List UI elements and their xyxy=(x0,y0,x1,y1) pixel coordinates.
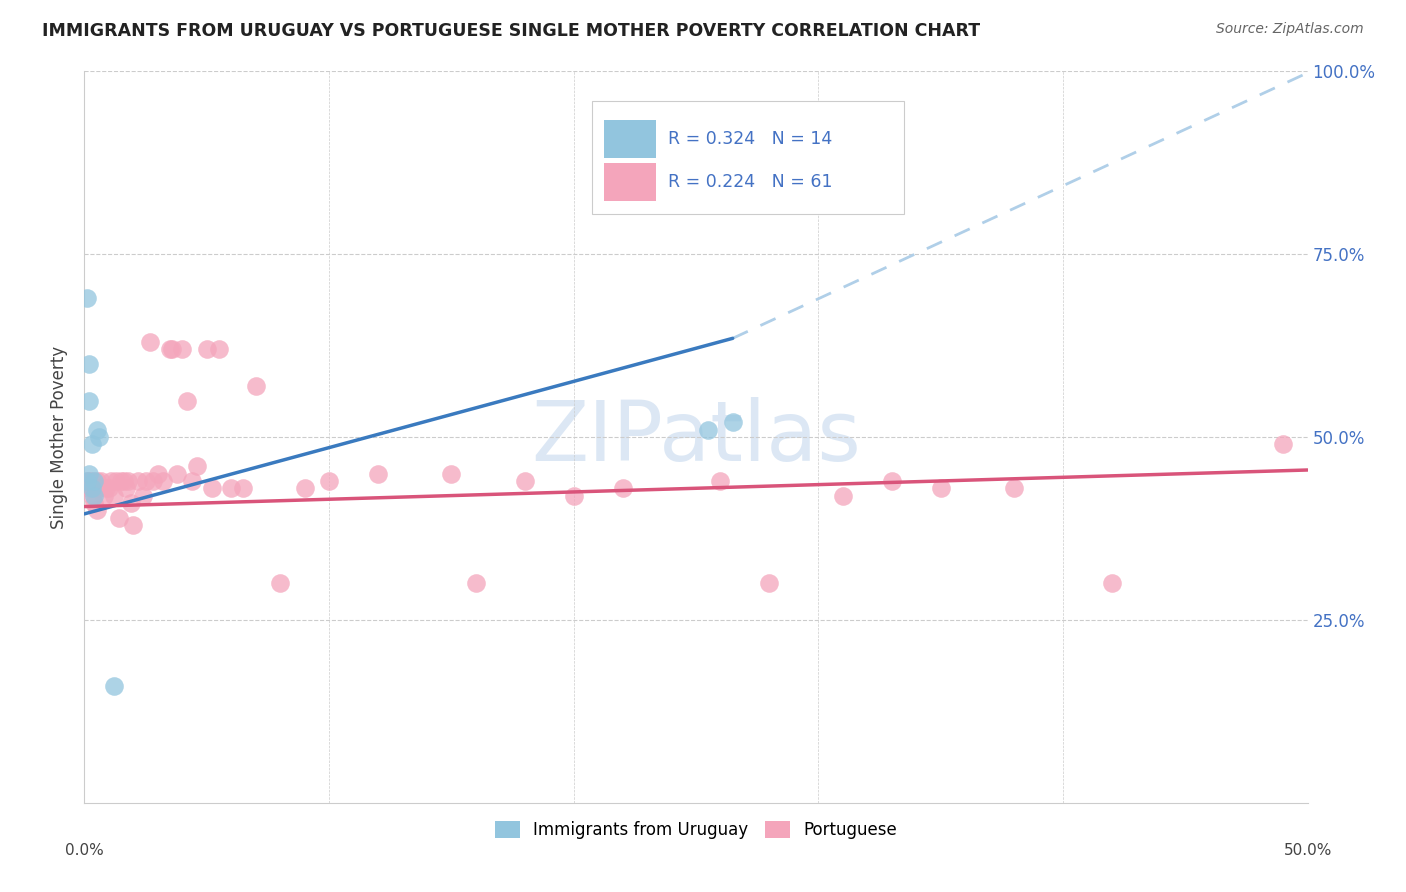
Text: IMMIGRANTS FROM URUGUAY VS PORTUGUESE SINGLE MOTHER POVERTY CORRELATION CHART: IMMIGRANTS FROM URUGUAY VS PORTUGUESE SI… xyxy=(42,22,980,40)
Point xyxy=(318,474,340,488)
Point xyxy=(93,489,115,503)
Point xyxy=(367,467,389,481)
Point xyxy=(132,489,155,503)
Point xyxy=(87,481,110,495)
Legend: Immigrants from Uruguay, Portuguese: Immigrants from Uruguay, Portuguese xyxy=(488,814,904,846)
Point xyxy=(77,467,100,481)
Point xyxy=(697,423,720,437)
Point xyxy=(103,679,125,693)
Point xyxy=(186,459,208,474)
Point xyxy=(107,510,129,524)
Y-axis label: Single Mother Poverty: Single Mother Poverty xyxy=(51,345,69,529)
Point xyxy=(103,489,125,503)
Point xyxy=(96,481,118,495)
Text: 50.0%: 50.0% xyxy=(1284,843,1331,858)
Point xyxy=(86,474,108,488)
Point xyxy=(90,474,112,488)
Point xyxy=(127,474,149,488)
Point xyxy=(77,357,100,371)
FancyBboxPatch shape xyxy=(605,120,655,159)
Point xyxy=(219,481,242,495)
Text: R = 0.324   N = 14: R = 0.324 N = 14 xyxy=(668,130,832,148)
Point xyxy=(115,481,138,495)
Point xyxy=(142,474,165,488)
Point xyxy=(117,474,139,488)
Point xyxy=(83,489,105,503)
Point xyxy=(464,576,486,591)
Point xyxy=(76,474,98,488)
Point xyxy=(97,481,120,495)
Point xyxy=(880,474,903,488)
Point xyxy=(929,481,952,495)
Point xyxy=(162,343,184,357)
Point xyxy=(1002,481,1025,495)
Point xyxy=(245,379,267,393)
Point xyxy=(709,474,731,488)
Point xyxy=(83,481,105,495)
Text: ZIPatlas: ZIPatlas xyxy=(531,397,860,477)
Point xyxy=(294,481,316,495)
Point xyxy=(831,489,853,503)
Point xyxy=(166,467,188,481)
Point xyxy=(159,343,181,357)
Point xyxy=(86,503,108,517)
Point xyxy=(269,576,291,591)
Point xyxy=(77,474,100,488)
Point xyxy=(146,467,169,481)
Point xyxy=(80,481,103,495)
Point xyxy=(112,474,135,488)
Point xyxy=(80,474,103,488)
Point xyxy=(77,393,100,408)
Point xyxy=(86,423,108,437)
Point xyxy=(83,474,105,488)
Point xyxy=(181,474,204,488)
Point xyxy=(440,467,463,481)
Point xyxy=(172,343,194,357)
Text: R = 0.224   N = 61: R = 0.224 N = 61 xyxy=(668,173,832,191)
Point xyxy=(80,437,103,451)
Point xyxy=(562,489,585,503)
Point xyxy=(83,496,105,510)
Point xyxy=(80,489,103,503)
FancyBboxPatch shape xyxy=(605,162,655,201)
Point xyxy=(135,474,157,488)
Point xyxy=(208,343,231,357)
Point xyxy=(139,334,162,349)
Point xyxy=(152,474,174,488)
Point xyxy=(176,393,198,408)
Point xyxy=(612,481,634,495)
Point xyxy=(105,474,128,488)
Point xyxy=(200,481,222,495)
Point xyxy=(76,291,98,305)
Point xyxy=(195,343,218,357)
Point xyxy=(721,416,744,430)
Point xyxy=(110,474,132,488)
Point xyxy=(232,481,254,495)
Point xyxy=(1101,576,1123,591)
Point xyxy=(77,481,100,495)
Point xyxy=(120,496,142,510)
Point xyxy=(1272,437,1295,451)
Point xyxy=(758,576,780,591)
Point xyxy=(87,430,110,444)
Point xyxy=(76,474,98,488)
Text: 0.0%: 0.0% xyxy=(65,843,104,858)
Point xyxy=(513,474,536,488)
Point xyxy=(122,517,145,532)
FancyBboxPatch shape xyxy=(592,101,904,214)
Point xyxy=(100,474,122,488)
Text: Source: ZipAtlas.com: Source: ZipAtlas.com xyxy=(1216,22,1364,37)
